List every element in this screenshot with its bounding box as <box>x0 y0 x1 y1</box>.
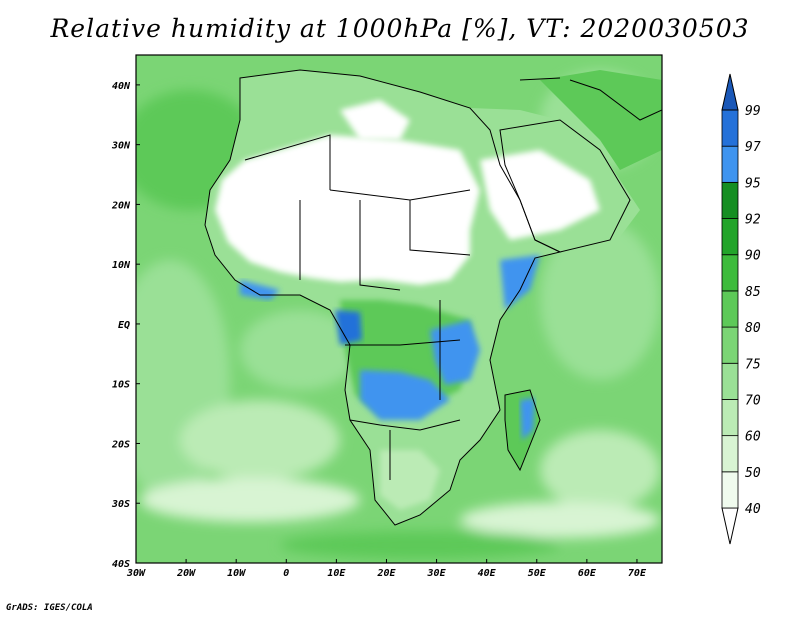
colorbar-label: 50 <box>745 466 761 481</box>
colorbar-segment <box>721 435 739 473</box>
colorbar-label: 85 <box>745 285 761 300</box>
plot-frame <box>135 54 663 564</box>
colorbar: 40 50 60 70 75 80 85 90 92 95 97 99 <box>721 73 761 545</box>
x-tick-label: 10E <box>327 568 346 579</box>
humidity-field <box>136 55 662 563</box>
colorbar-label: 90 <box>745 249 761 264</box>
colorbar-label: 92 <box>745 213 761 228</box>
grads-credit: GrADS: IGES/COLA <box>6 603 93 613</box>
colorbar-label: 40 <box>745 502 761 517</box>
colorbar-segment <box>721 471 739 509</box>
colorbar-segment <box>721 181 739 219</box>
y-tick-label: 40N <box>112 81 131 92</box>
colorbar-segment <box>721 290 739 328</box>
colorbar-under-arrow <box>721 507 739 545</box>
x-axis-ticks: 30W 20W 10W 0 10E 20E 30E 40E 50E 60E 70E <box>126 559 647 579</box>
colorbar-segment <box>721 109 739 147</box>
map-title: Relative humidity at 1000hPa [%], VT: 20… <box>50 14 750 43</box>
colorbar-segment <box>721 254 739 292</box>
colorbar-label: 70 <box>745 393 761 408</box>
y-tick-label: 30N <box>111 141 131 152</box>
x-tick-label: 10W <box>227 568 246 579</box>
y-tick-label: 30S <box>111 499 130 510</box>
y-tick-label: EQ <box>118 320 130 331</box>
colorbar-segment <box>721 362 739 400</box>
colorbar-segment <box>721 326 739 364</box>
x-tick-label: 50E <box>528 568 547 579</box>
y-tick-label: 20S <box>111 439 130 450</box>
y-tick-label: 10N <box>112 260 131 271</box>
colorbar-label: 99 <box>745 104 761 119</box>
colorbar-label: 95 <box>745 176 761 191</box>
colorbar-label: 80 <box>745 321 761 336</box>
colorbar-segment <box>721 218 739 256</box>
x-tick-label: 70E <box>628 568 647 579</box>
x-tick-label: 20E <box>376 568 396 579</box>
y-axis-ticks: 40N 30N 20N 10N EQ 10S 20S 30S 40S <box>111 81 140 570</box>
colorbar-label: 60 <box>745 430 761 445</box>
colorbar-over-arrow <box>721 73 739 111</box>
y-tick-label: 10S <box>112 380 130 391</box>
x-tick-label: 40E <box>478 568 497 579</box>
x-tick-label: 20W <box>176 568 196 579</box>
x-tick-label: 30E <box>427 568 447 579</box>
colorbar-segment <box>721 145 739 183</box>
y-tick-label: 40S <box>112 559 130 570</box>
x-tick-label: 0 <box>283 568 289 579</box>
country-borders <box>204 69 662 526</box>
x-tick-label: 30W <box>126 568 146 579</box>
colorbar-label: 75 <box>745 357 761 372</box>
x-tick-label: 60E <box>578 568 597 579</box>
y-tick-label: 20N <box>111 200 131 211</box>
colorbar-label: 97 <box>745 140 761 155</box>
land-field <box>205 70 662 525</box>
colorbar-segment <box>721 399 739 437</box>
